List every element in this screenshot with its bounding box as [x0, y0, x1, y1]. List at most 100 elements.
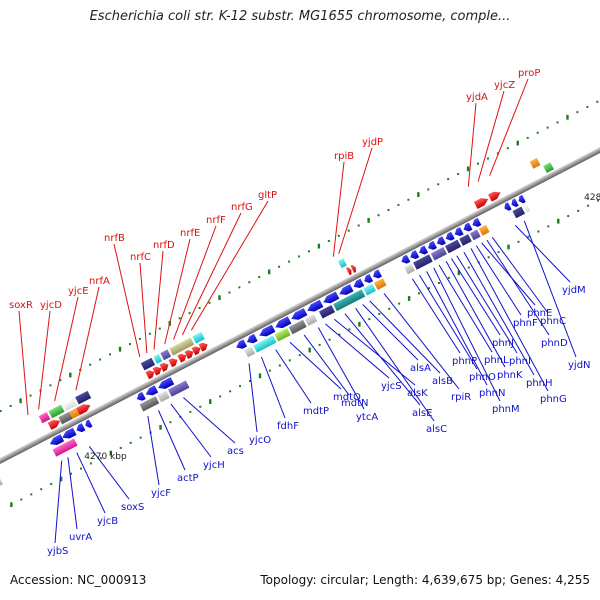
- gene-label-yjdM[interactable]: yjdM: [562, 285, 586, 296]
- gene-feature[interactable]: [144, 385, 159, 398]
- gene-feature[interactable]: [523, 203, 531, 213]
- gene-feature[interactable]: [333, 289, 366, 312]
- gene-label-phnN[interactable]: phnN: [479, 388, 506, 399]
- gene-label-yjcE[interactable]: yjcE: [68, 286, 89, 297]
- gene-label-yjdN[interactable]: yjdN: [568, 360, 591, 371]
- gene-feature[interactable]: [62, 398, 78, 411]
- gene-label-nrfD[interactable]: nrfD: [153, 240, 175, 251]
- gene-label-soxR[interactable]: soxR: [9, 300, 33, 311]
- gene-feature[interactable]: [76, 402, 92, 416]
- gene-feature[interactable]: [337, 258, 347, 269]
- gene-feature[interactable]: [253, 335, 277, 353]
- gene-feature[interactable]: [168, 356, 179, 368]
- gene-feature[interactable]: [373, 278, 387, 291]
- gene-label-nrfG[interactable]: nrfG: [231, 202, 253, 213]
- gene-label-nrfB[interactable]: nrfB: [104, 233, 125, 244]
- gene-feature[interactable]: [69, 408, 80, 419]
- gene-feature[interactable]: [75, 423, 86, 434]
- gene-feature[interactable]: [453, 227, 464, 238]
- gene-feature[interactable]: [445, 239, 462, 254]
- gene-label-nrfA[interactable]: nrfA: [89, 276, 110, 287]
- gene-feature[interactable]: [510, 198, 519, 209]
- gene-feature[interactable]: [288, 319, 307, 335]
- gene-feature[interactable]: [350, 264, 357, 273]
- gene-feature[interactable]: [274, 328, 291, 342]
- gene-feature[interactable]: [512, 206, 526, 219]
- gene-feature[interactable]: [473, 195, 490, 209]
- gene-feature[interactable]: [75, 390, 92, 405]
- gene-label-alsC[interactable]: alsC: [426, 424, 447, 435]
- gene-feature[interactable]: [184, 348, 195, 359]
- gene-label-phnD[interactable]: phnD: [541, 338, 568, 349]
- gene-feature[interactable]: [52, 438, 78, 457]
- gene-feature[interactable]: [192, 331, 205, 344]
- gene-label-phnF[interactable]: phnF: [513, 318, 538, 329]
- gene-feature[interactable]: [346, 266, 353, 276]
- gene-feature[interactable]: [177, 352, 188, 363]
- gene-feature[interactable]: [48, 434, 65, 448]
- gene-label-mdtP[interactable]: mdtP: [303, 406, 329, 417]
- gene-feature[interactable]: [404, 263, 415, 275]
- gene-feature[interactable]: [362, 274, 374, 285]
- gene-feature[interactable]: [157, 390, 170, 403]
- gene-feature[interactable]: [318, 304, 336, 319]
- gene-label-phnI[interactable]: phnI: [509, 356, 531, 367]
- gene-feature[interactable]: [274, 316, 292, 330]
- gene-label-soxS[interactable]: soxS: [121, 502, 144, 513]
- gene-label-actP[interactable]: actP: [177, 473, 199, 484]
- gene-feature[interactable]: [153, 354, 163, 364]
- gene-label-alsA[interactable]: alsA: [410, 363, 431, 374]
- gene-feature[interactable]: [47, 417, 62, 430]
- gene-feature[interactable]: [169, 337, 195, 356]
- gene-label-nrfC[interactable]: nrfC: [130, 252, 151, 263]
- gene-label-phnG[interactable]: phnG: [540, 394, 567, 405]
- gene-label-fdhF[interactable]: fdhF: [277, 421, 299, 432]
- gene-feature[interactable]: [352, 278, 365, 291]
- gene-label-yjbS[interactable]: yjbS: [47, 546, 68, 557]
- gene-label-rpiB[interactable]: rpiB: [334, 151, 354, 162]
- gene-label-yjcZ[interactable]: yjcZ: [494, 80, 515, 91]
- gene-feature[interactable]: [168, 380, 190, 397]
- gene-label-alsB[interactable]: alsB: [432, 376, 453, 387]
- gene-feature[interactable]: [430, 247, 447, 261]
- gene-feature[interactable]: [337, 284, 354, 298]
- gene-label-gltP[interactable]: gltP: [258, 190, 277, 201]
- gene-feature[interactable]: [0, 477, 4, 490]
- gene-label-rpiR[interactable]: rpiR: [451, 392, 471, 403]
- gene-feature[interactable]: [488, 189, 502, 202]
- gene-feature[interactable]: [198, 341, 210, 352]
- gene-feature[interactable]: [400, 254, 411, 266]
- gene-feature[interactable]: [245, 333, 258, 346]
- gene-feature[interactable]: [517, 194, 526, 205]
- gene-feature[interactable]: [478, 224, 490, 236]
- gene-feature[interactable]: [289, 308, 308, 322]
- gene-feature[interactable]: [156, 377, 175, 391]
- gene-feature[interactable]: [435, 236, 446, 247]
- gene-label-phnC[interactable]: phnC: [540, 316, 566, 327]
- gene-feature[interactable]: [135, 391, 146, 403]
- gene-label-phnK[interactable]: phnK: [497, 370, 523, 381]
- gene-label-nrfF[interactable]: nrfF: [206, 215, 226, 226]
- gene-label-alsK[interactable]: alsK: [407, 388, 428, 399]
- gene-feature[interactable]: [139, 396, 160, 412]
- gene-feature[interactable]: [145, 368, 156, 380]
- gene-label-yjcS[interactable]: yjcS: [381, 381, 402, 392]
- gene-feature[interactable]: [321, 291, 340, 306]
- gene-feature[interactable]: [60, 427, 77, 442]
- gene-label-yjcD[interactable]: yjcD: [40, 300, 62, 311]
- gene-label-ytcA[interactable]: ytcA: [356, 412, 378, 423]
- gene-feature[interactable]: [38, 412, 51, 424]
- gene-label-phnO[interactable]: phnO: [469, 372, 496, 383]
- gene-feature[interactable]: [160, 349, 172, 361]
- gene-feature[interactable]: [543, 162, 554, 174]
- gene-feature[interactable]: [152, 365, 164, 376]
- gene-label-acs[interactable]: acs: [227, 446, 244, 457]
- gene-label-alsE[interactable]: alsE: [412, 408, 432, 419]
- gene-feature[interactable]: [140, 357, 156, 371]
- gene-feature[interactable]: [159, 361, 171, 372]
- gene-label-yjdA[interactable]: yjdA: [466, 92, 488, 103]
- gene-label-proP[interactable]: proP: [518, 68, 540, 79]
- gene-feature[interactable]: [462, 222, 473, 233]
- gene-feature[interactable]: [84, 419, 93, 429]
- gene-feature[interactable]: [503, 202, 512, 212]
